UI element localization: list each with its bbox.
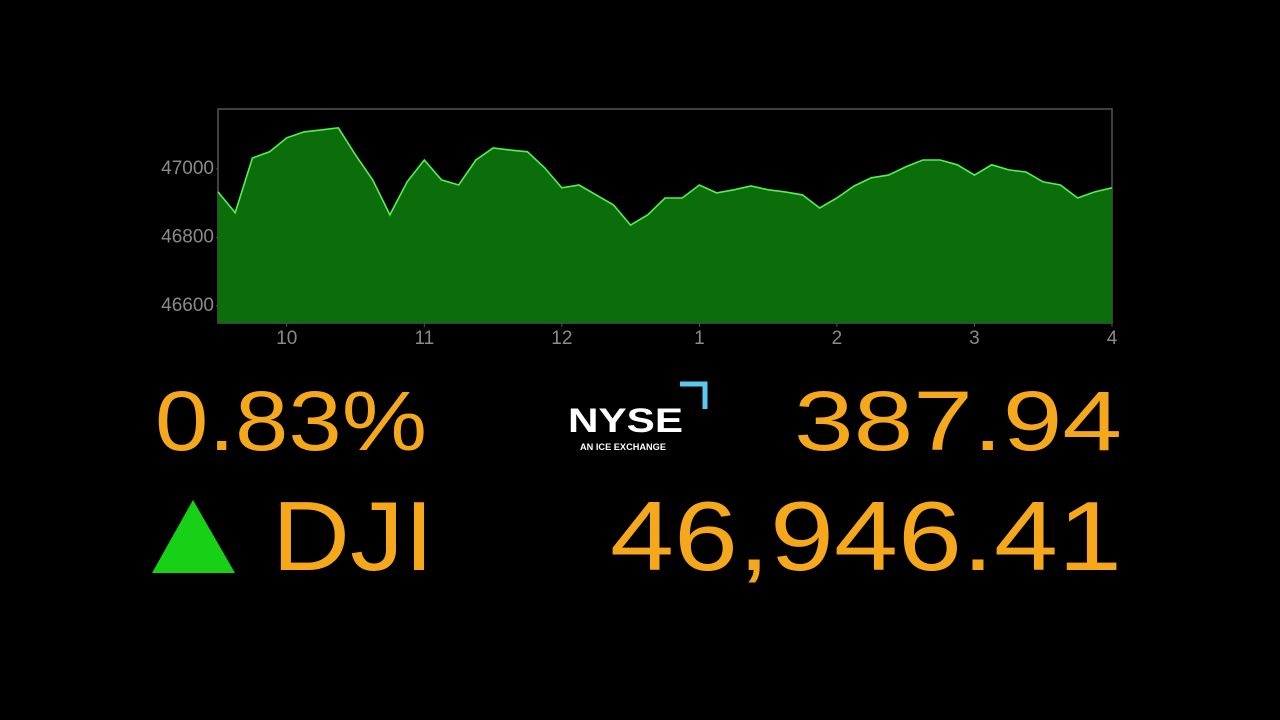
x-tick-label: 2 <box>832 328 843 349</box>
change-percent: 0.83% <box>155 374 427 468</box>
x-tick-label: 3 <box>969 328 980 349</box>
symbol: DJI <box>272 481 434 591</box>
x-tick-label: 10 <box>276 328 297 349</box>
area-fill <box>218 127 1112 323</box>
exchange-tagline: AN ICE EXCHANGE <box>580 442 666 452</box>
change-points: 387.94 <box>794 374 1122 468</box>
x-tick-label: 4 <box>1107 328 1118 349</box>
y-tick-label: 47000 <box>161 158 214 179</box>
up-arrow <box>152 500 235 573</box>
y-tick-label: 46800 <box>161 226 214 247</box>
x-tick-label: 1 <box>694 328 705 349</box>
plot <box>217 126 1113 323</box>
x-tick-label: 12 <box>551 328 572 349</box>
logo-bracket <box>680 381 708 409</box>
exchange-logo: NYSE <box>568 402 683 440</box>
area-line <box>217 126 1113 227</box>
index-value: 46,946.41 <box>610 481 1122 591</box>
x-tick-label: 11 <box>414 328 434 349</box>
y-tick-label: 46600 <box>161 295 214 316</box>
